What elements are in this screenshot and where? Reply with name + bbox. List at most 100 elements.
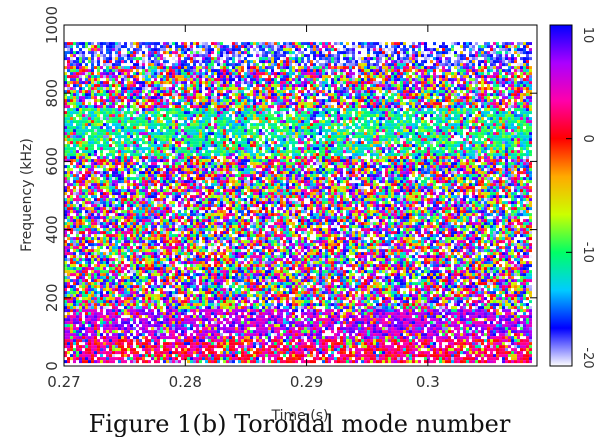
heatmap-cell bbox=[199, 84, 202, 88]
heatmap-cell bbox=[391, 120, 394, 124]
heatmap-cell bbox=[229, 84, 232, 88]
heatmap-cell bbox=[292, 102, 295, 106]
heatmap-cell bbox=[511, 102, 514, 106]
heatmap-cell bbox=[256, 84, 259, 88]
heatmap-cell bbox=[286, 132, 289, 136]
heatmap-cell bbox=[274, 60, 277, 64]
heatmap-cell bbox=[427, 141, 430, 145]
heatmap-cell bbox=[142, 105, 145, 109]
heatmap-cell bbox=[235, 60, 238, 64]
heatmap-cell bbox=[205, 108, 208, 112]
heatmap-cell bbox=[133, 48, 136, 52]
heatmap-cell bbox=[268, 123, 271, 127]
heatmap-cell bbox=[526, 123, 529, 127]
heatmap-cell bbox=[199, 69, 202, 73]
heatmap-cell bbox=[115, 78, 118, 82]
heatmap-cell bbox=[205, 132, 208, 136]
heatmap-cell bbox=[454, 123, 457, 127]
heatmap-cell bbox=[418, 66, 421, 70]
heatmap-cell bbox=[526, 138, 529, 142]
heatmap-cell bbox=[178, 102, 181, 106]
heatmap-cell bbox=[205, 141, 208, 145]
heatmap-cell bbox=[397, 75, 400, 79]
heatmap-cell bbox=[124, 87, 127, 91]
heatmap-cell bbox=[241, 75, 244, 79]
heatmap-cell bbox=[328, 108, 331, 112]
heatmap-cell bbox=[199, 75, 202, 79]
heatmap-cell bbox=[316, 87, 319, 91]
heatmap-cell bbox=[286, 81, 289, 85]
heatmap-cell bbox=[319, 111, 322, 115]
heatmap-cell bbox=[313, 69, 316, 73]
heatmap-cell bbox=[283, 81, 286, 85]
heatmap-cell bbox=[346, 129, 349, 133]
heatmap-cell bbox=[322, 108, 325, 112]
heatmap-cell bbox=[439, 78, 442, 82]
heatmap-cell bbox=[127, 51, 130, 55]
heatmap-cell bbox=[214, 48, 217, 52]
heatmap-cell bbox=[85, 144, 88, 148]
heatmap-cell bbox=[97, 111, 100, 115]
heatmap-cell bbox=[109, 54, 112, 58]
heatmap-cell bbox=[445, 45, 448, 49]
heatmap-cell bbox=[157, 144, 160, 148]
heatmap-cell bbox=[376, 126, 379, 130]
heatmap-cell bbox=[289, 132, 292, 136]
heatmap-cell bbox=[412, 108, 415, 112]
heatmap-cell bbox=[430, 111, 433, 115]
heatmap-cell bbox=[412, 144, 415, 148]
heatmap-cell bbox=[190, 75, 193, 79]
heatmap-cell bbox=[424, 87, 427, 91]
heatmap-cell bbox=[136, 63, 139, 67]
heatmap-cell bbox=[292, 117, 295, 121]
heatmap-cell bbox=[466, 60, 469, 64]
heatmap-cell bbox=[394, 123, 397, 127]
heatmap-cell bbox=[172, 66, 175, 70]
heatmap-cell bbox=[469, 105, 472, 109]
heatmap-cell bbox=[352, 105, 355, 109]
heatmap-cell bbox=[178, 141, 181, 145]
heatmap-cell bbox=[409, 90, 412, 94]
heatmap-cell bbox=[253, 141, 256, 145]
heatmap-cell bbox=[466, 135, 469, 139]
heatmap-cell bbox=[79, 114, 82, 118]
heatmap-cell bbox=[520, 138, 523, 142]
heatmap-cell bbox=[388, 126, 391, 130]
heatmap-cell bbox=[70, 111, 73, 115]
heatmap-cell bbox=[289, 120, 292, 124]
heatmap-cell bbox=[445, 87, 448, 91]
heatmap-cell bbox=[502, 42, 505, 46]
heatmap-cell bbox=[460, 66, 463, 70]
heatmap-cell bbox=[493, 117, 496, 121]
heatmap-cell bbox=[106, 114, 109, 118]
heatmap-cell bbox=[478, 75, 481, 79]
heatmap-cell bbox=[160, 90, 163, 94]
heatmap-cell bbox=[406, 135, 409, 139]
heatmap-cell bbox=[433, 99, 436, 103]
heatmap-cell bbox=[103, 135, 106, 139]
heatmap-cell bbox=[454, 42, 457, 46]
heatmap-cell bbox=[403, 63, 406, 67]
heatmap-cell bbox=[103, 129, 106, 133]
heatmap-cell bbox=[121, 141, 124, 145]
heatmap-cell bbox=[217, 96, 220, 100]
heatmap-cell bbox=[349, 78, 352, 82]
heatmap-cell bbox=[100, 135, 103, 139]
heatmap-cell bbox=[490, 138, 493, 142]
heatmap-cell bbox=[505, 54, 508, 58]
heatmap-cell bbox=[112, 108, 115, 112]
heatmap-cell bbox=[313, 147, 316, 151]
heatmap-cell bbox=[301, 75, 304, 79]
heatmap-cell bbox=[526, 102, 529, 106]
heatmap-cell bbox=[442, 138, 445, 142]
heatmap-cell bbox=[403, 111, 406, 115]
heatmap-cell bbox=[85, 150, 88, 154]
heatmap-cell bbox=[469, 87, 472, 91]
heatmap-cell bbox=[127, 147, 130, 151]
heatmap-cell bbox=[505, 45, 508, 49]
heatmap-cell bbox=[214, 105, 217, 109]
heatmap-cell bbox=[340, 105, 343, 109]
heatmap-cell bbox=[262, 132, 265, 136]
heatmap-cell bbox=[211, 111, 214, 115]
heatmap-cell bbox=[121, 135, 124, 139]
